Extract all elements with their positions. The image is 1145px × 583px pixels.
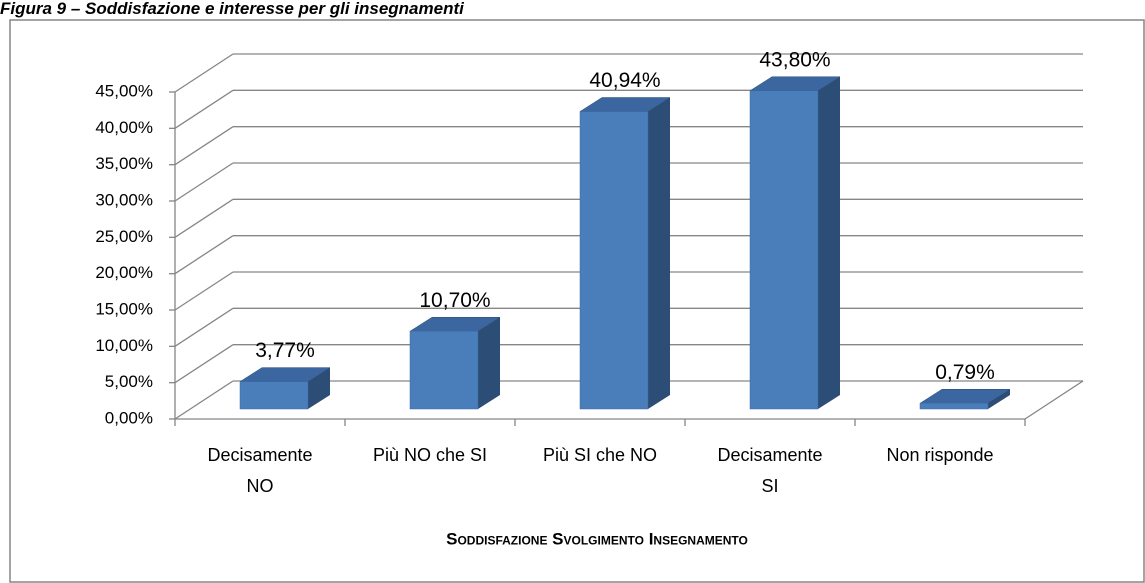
y-tick-label: 0,00% [105,408,153,427]
bar-side [818,76,840,409]
floor-edge [1024,380,1084,420]
bar-side [988,389,1010,409]
y-tick-label: 10,00% [95,336,153,355]
x-tick-label: Decisamente SI [717,445,822,496]
bar [239,381,309,410]
data-label: 40,94% [589,69,660,92]
bar-side [478,317,500,409]
y-tick-label: 35,00% [95,154,153,173]
y-tick-label: 25,00% [95,227,153,246]
y-tick-label: 30,00% [95,190,153,209]
data-label: 0,79% [935,361,995,384]
y-tick-label: 20,00% [95,263,153,282]
bar-side [648,97,670,409]
x-tick-label: Più SI che NO [543,445,657,465]
grid-line [174,126,234,166]
grid-line [174,271,234,311]
chart-title: Figura 9 – Soddisfazione e interesse per… [0,0,465,18]
grid-line [174,307,234,347]
y-tick-label: 40,00% [95,118,153,137]
bar [749,90,819,410]
bar-side [308,367,330,409]
x-tick-label: Più NO che SI [373,445,487,465]
chart-frame [9,19,1145,583]
bar [579,111,649,410]
grid-line [174,162,234,202]
x-tick-label: Non risponde [886,445,993,465]
y-tick-label: 5,00% [105,372,153,391]
x-axis-title: Soddisfazione Svolgimento Insegnamento [446,529,748,548]
grid-line [174,344,234,384]
data-label: 10,70% [419,289,490,312]
data-label: 3,77% [255,339,315,362]
grid-line [174,198,234,238]
grid-line [174,89,234,129]
bar [919,403,989,410]
bar [409,330,479,410]
data-label: 43,80% [759,48,830,71]
x-tick-label: Decisamente NO [207,445,312,496]
grid-line [174,380,234,420]
grid-line [174,235,234,275]
y-tick-label: 45,00% [95,81,153,100]
grid-line [174,53,234,93]
y-tick-label: 15,00% [95,299,153,318]
